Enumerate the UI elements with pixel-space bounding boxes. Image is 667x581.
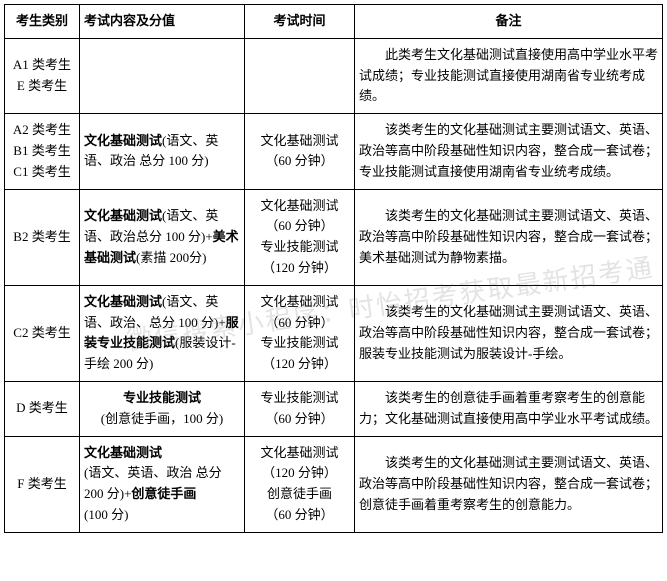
content-bold: 文化基础测试	[84, 294, 162, 309]
time-text: 文化基础测试	[260, 294, 338, 309]
table-row: D 类考生 专业技能测试 (创意徒手画，100 分) 专业技能测试 （60 分钟…	[5, 381, 663, 436]
cell-content	[80, 38, 245, 113]
cell-content: 文化基础测试 (语文、英语、政治 总分200 分)+创意徒手画 (100 分)	[80, 436, 245, 532]
category-text: C1 类考生	[13, 164, 70, 179]
content-bold: 文化基础测试	[84, 133, 162, 148]
cell-category: D 类考生	[5, 381, 80, 436]
table-row: F 类考生 文化基础测试 (语文、英语、政治 总分200 分)+创意徒手画 (1…	[5, 436, 663, 532]
cell-category: A1 类考生 E 类考生	[5, 38, 80, 113]
table-row: C2 类考生 文化基础测试(语文、英语、政治、总分 100 分)+服装专业技能测…	[5, 285, 663, 381]
header-time: 考试时间	[245, 5, 355, 39]
cell-content: 文化基础测试(语文、英语、政治、总分 100 分)+服装专业技能测试(服装设计-…	[80, 285, 245, 381]
time-text: （120 分钟）	[262, 260, 337, 275]
table-row: A1 类考生 E 类考生 此类考生文化基础测试直接使用高中学业水平考试成绩；专业…	[5, 38, 663, 113]
category-text: E 类考生	[17, 78, 67, 93]
time-text: （60 分钟）	[265, 507, 333, 522]
category-text: B1 类考生	[13, 143, 70, 158]
cell-category: A2 类考生 B1 类考生 C1 类考生	[5, 114, 80, 189]
cell-remark: 该类考生的文化基础测试主要测试语文、英语、政治等高中阶段基础性知识内容，整合成一…	[355, 436, 663, 532]
cell-remark: 该类考生的文化基础测试主要测试语文、英语、政治等高中阶段基础性知识内容，整合成一…	[355, 114, 663, 189]
time-text: 文化基础测试	[260, 445, 338, 460]
time-text: （60 分钟）	[265, 315, 333, 330]
time-text: （120 分钟）	[262, 356, 337, 371]
content-bold: 文化基础测试	[84, 445, 162, 460]
cell-remark: 该类考生的创意徒手画着重考察考生的创意能力；文化基础测试直接使用高中学业水平考试…	[355, 381, 663, 436]
content-bold: 专业技能测试	[123, 390, 201, 405]
time-text: 创意徒手画	[267, 486, 332, 501]
cell-time: 专业技能测试 （60 分钟）	[245, 381, 355, 436]
header-content: 考试内容及分值	[80, 5, 245, 39]
cell-remark: 该类考生的文化基础测试主要测试语文、英语、政治等高中阶段基础性知识内容，整合成一…	[355, 189, 663, 285]
time-text: （120 分钟）	[262, 465, 337, 480]
content-bold: 文化基础测试	[84, 208, 162, 223]
cell-remark: 该类考生的文化基础测试主要测试语文、英语、政治等高中阶段基础性知识内容，整合成一…	[355, 285, 663, 381]
time-text: （60 分钟）	[265, 218, 333, 233]
time-text: （60 分钟）	[265, 411, 333, 426]
time-text: 文化基础测试	[260, 133, 338, 148]
cell-time: 文化基础测试 （60 分钟） 专业技能测试 （120 分钟）	[245, 189, 355, 285]
header-remark: 备注	[355, 5, 663, 39]
content-plain: (100 分)	[84, 507, 128, 522]
cell-content: 文化基础测试(语文、英语、政治总分 100 分)+美术基础测试(素描 200分)	[80, 189, 245, 285]
table-container: 微信搜索小程序：时怡招考获取最新招考通 考生类别 考试内容及分值 考试时间 备注…	[4, 4, 663, 533]
header-row: 考生类别 考试内容及分值 考试时间 备注	[5, 5, 663, 39]
category-text: A2 类考生	[13, 122, 71, 137]
time-text: 专业技能测试	[260, 239, 338, 254]
time-text: 文化基础测试	[260, 198, 338, 213]
cell-time: 文化基础测试 （60 分钟） 专业技能测试 （120 分钟）	[245, 285, 355, 381]
time-text: 专业技能测试	[260, 390, 338, 405]
cell-content: 文化基础测试(语文、英语、政治 总分 100 分)	[80, 114, 245, 189]
content-plain: (素描 200分)	[136, 250, 206, 265]
cell-time: 文化基础测试 （60 分钟）	[245, 114, 355, 189]
time-text: （60 分钟）	[265, 153, 333, 168]
cell-time	[245, 38, 355, 113]
table-row: B2 类考生 文化基础测试(语文、英语、政治总分 100 分)+美术基础测试(素…	[5, 189, 663, 285]
cell-category: F 类考生	[5, 436, 80, 532]
category-text: A1 类考生	[13, 57, 71, 72]
exam-table: 考生类别 考试内容及分值 考试时间 备注 A1 类考生 E 类考生 此类考生文化…	[4, 4, 663, 533]
header-category: 考生类别	[5, 5, 80, 39]
time-text: 专业技能测试	[260, 335, 338, 350]
cell-remark: 此类考生文化基础测试直接使用高中学业水平考试成绩；专业技能测试直接使用湖南省专业…	[355, 38, 663, 113]
cell-content: 专业技能测试 (创意徒手画，100 分)	[80, 381, 245, 436]
cell-time: 文化基础测试 （120 分钟） 创意徒手画 （60 分钟）	[245, 436, 355, 532]
cell-category: B2 类考生	[5, 189, 80, 285]
content-plain: (创意徒手画，100 分)	[101, 411, 223, 426]
table-row: A2 类考生 B1 类考生 C1 类考生 文化基础测试(语文、英语、政治 总分 …	[5, 114, 663, 189]
cell-category: C2 类考生	[5, 285, 80, 381]
content-bold: 创意徒手画	[131, 486, 196, 501]
